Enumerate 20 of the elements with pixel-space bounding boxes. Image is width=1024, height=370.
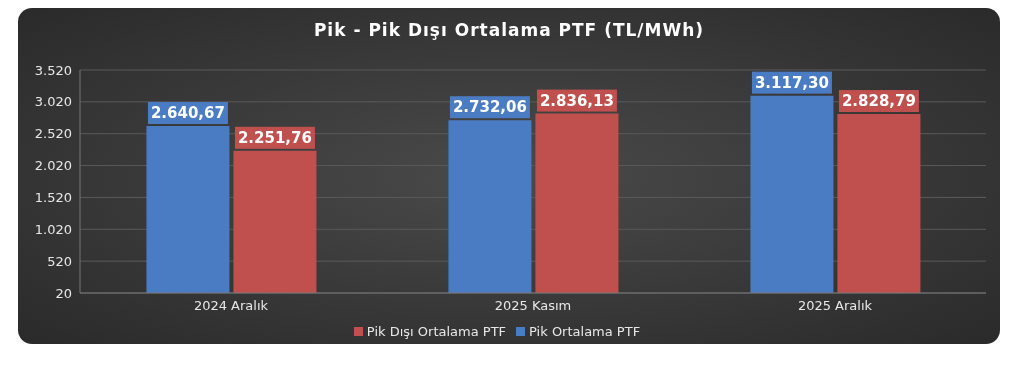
data-label: 3.117,30 [754, 73, 829, 92]
legend-label: Pik Ortalama PTF [529, 324, 641, 339]
x-tick-label: 2025 Aralık [797, 298, 873, 314]
legend-label: Pik Dışı Ortalama PTF [366, 324, 507, 339]
y-tick-label: 1.020 [34, 221, 72, 237]
data-label: 2.640,67 [150, 104, 225, 123]
y-tick-label: 520 [47, 253, 72, 269]
data-label: 2.828,79 [841, 92, 916, 111]
x-tick-label: 2024 Aralık [193, 298, 269, 314]
y-tick-label: 3.020 [34, 94, 72, 110]
x-tick-label: 2025 Kasım [494, 298, 572, 314]
y-tick-label: 2.020 [34, 158, 72, 174]
chart-title: Pik - Pik Dışı Ortalama PTF (TL/MWh) [312, 19, 706, 42]
y-tick-label: 20 [55, 285, 72, 301]
y-tick-label: 1.520 [34, 190, 72, 206]
data-label: 2.251,76 [237, 128, 312, 147]
data-label: 2.732,06 [452, 98, 527, 117]
data-label: 2.836,13 [539, 91, 614, 110]
y-tick-label: 2.520 [34, 126, 72, 142]
y-tick-label: 3.520 [34, 62, 72, 78]
